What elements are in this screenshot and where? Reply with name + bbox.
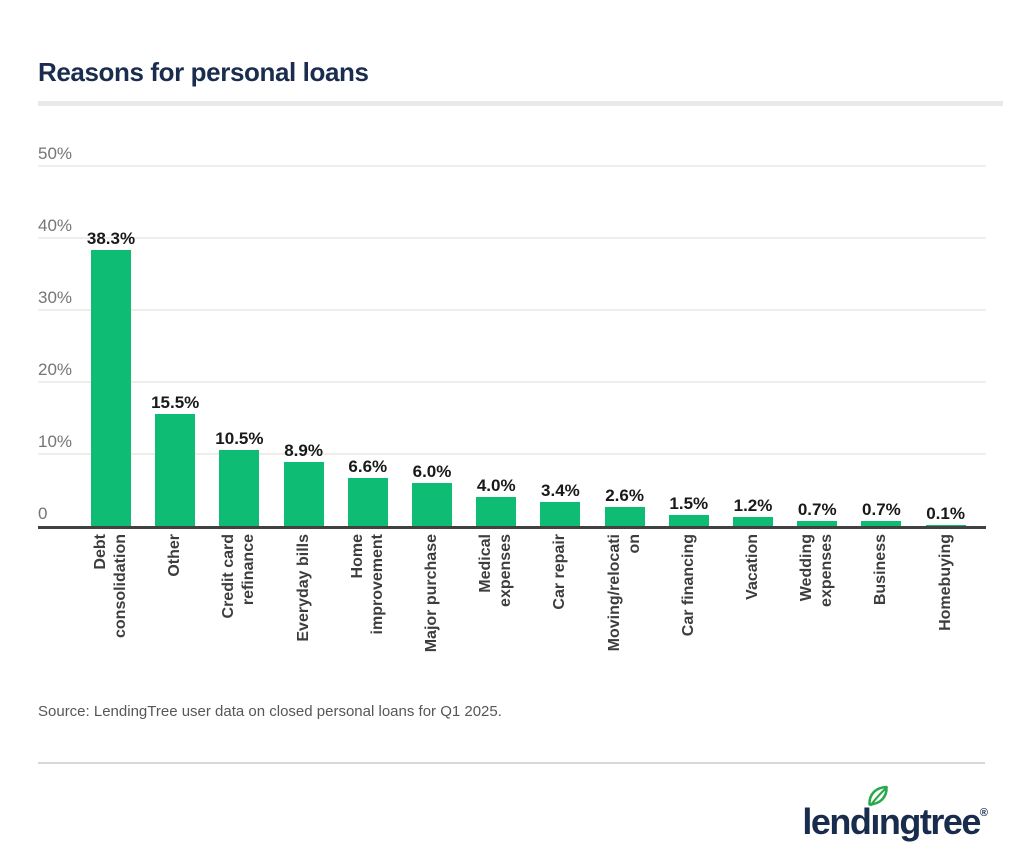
bar-2 [219,450,260,526]
x-axis-category-label: Major purchase [422,534,442,694]
x-axis-label-line: consolidation [112,534,129,638]
y-axis-tick-label: 40% [38,216,73,235]
bar-value-label: 6.6% [348,457,388,476]
footer-divider [38,762,985,764]
bar-value-label: 0.7% [797,500,837,519]
page-title: Reasons for personal loans [38,57,369,87]
bar-12 [861,521,902,526]
y-axis-tick-label: 20% [38,360,73,379]
bar-6 [476,497,517,526]
x-axis-label-line: Major purchase [423,534,440,653]
x-axis-category-label: Credit card refinance [219,534,259,694]
bar-10 [733,517,773,526]
x-axis-label-line: improvement [368,534,386,635]
x-axis-category-label: Car financing [679,534,699,694]
y-axis-tick-label: 30% [38,288,73,307]
x-axis-category-label: Home improvement [348,534,388,694]
bar-value-label: 15.5% [151,393,200,412]
x-axis-label-line: expenses [497,534,515,607]
x-axis-label-line: Moving/relocati [605,534,623,652]
x-axis-category-label: Debt consolidation [91,534,131,694]
x-axis-label-line: Vacation [744,534,761,600]
leaf-icon [868,785,889,807]
x-axis-label-line: Business [872,534,890,606]
x-axis-category-label: Everyday bills [294,534,314,694]
bar-7 [540,502,581,526]
gridline-40 [38,237,986,239]
x-axis-category-label: Wedding expenses [797,534,837,694]
bar-13 [925,525,966,526]
bar-value-label: 38.3% [86,229,136,248]
logo-text-post: ngtree [878,801,982,842]
x-axis-label-line: Credit card [220,534,238,619]
title-divider [38,101,1003,106]
bar-value-label: 1.2% [733,496,773,515]
x-axis-label-line: Car repair [551,534,569,610]
x-axis-label-line: Other [166,534,184,577]
bar-value-label: 0.7% [862,500,901,519]
x-axis-label-line: Debt [92,534,109,570]
bar-value-label: 10.5% [215,429,264,448]
bar-4 [347,478,388,526]
x-axis-label-line: Homebuying [936,534,954,631]
x-axis-category-label: Medical expenses [476,534,516,694]
gridline-50 [38,165,986,167]
y-axis-tick-label: 50% [38,144,73,163]
source-note: Source: LendingTree user data on closed … [38,703,502,720]
x-axis-label-line: refinance [240,534,258,606]
x-axis-label-line: Wedding [798,534,816,602]
logo-letter-i: ı [868,785,889,843]
x-axis-category-label: Moving/relocati on [605,534,645,694]
gridline-10 [38,453,986,455]
lendingtree-logo: lend ıngtree® [802,785,988,843]
bar-value-label: 6.0% [412,462,452,481]
x-axis-category-label: Homebuying [936,534,956,694]
gridline-20 [38,381,986,383]
x-axis-category-label: Vacation [743,534,763,694]
bar-3 [283,462,324,526]
y-axis-tick-label: 10% [38,432,73,451]
logo-text-pre: lend [802,801,872,842]
y-axis-tick-label: 0 [38,504,48,523]
x-axis-line [38,526,986,529]
bar-9 [668,515,709,526]
bar-8 [604,507,645,526]
bar-value-label: 1.5% [669,494,709,513]
bar-value-label: 2.6% [605,486,644,505]
bar-11 [797,521,838,526]
x-axis-label-line: expenses [818,534,836,607]
bar-value-label: 8.9% [284,441,323,460]
bar-5 [412,483,452,526]
gridline-30 [38,309,986,311]
bar-0 [91,250,131,526]
x-axis-label-line: Home [348,534,366,579]
x-axis-label-line: Medical [477,534,495,593]
bar-value-label: 0.1% [926,504,965,523]
registered-mark: ® [979,807,988,819]
x-axis-label-line: Car financing [679,534,697,637]
x-axis-category-label: Car repair [550,534,570,694]
x-axis-label-line: Everyday bills [294,534,312,642]
bar-value-label: 3.4% [541,481,580,500]
x-axis-category-label: Other [165,534,185,694]
bar-value-label: 4.0% [476,476,516,495]
x-axis-label-line: on [625,534,643,554]
x-axis-category-label: Business [871,534,891,694]
bar-1 [155,414,196,526]
